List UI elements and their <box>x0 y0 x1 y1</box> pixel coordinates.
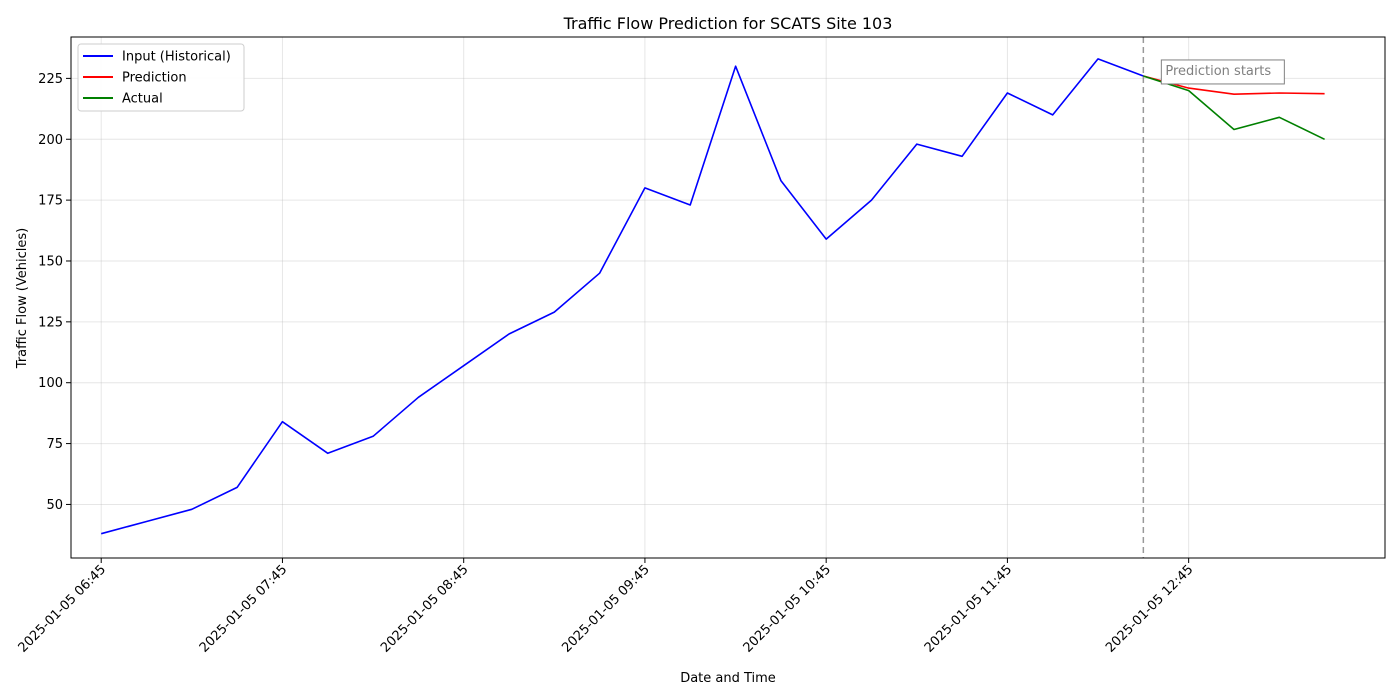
legend: Input (Historical) Prediction Actual <box>77 43 245 112</box>
annotation-text: Prediction starts <box>1165 64 1271 79</box>
plot-frame <box>70 36 1386 559</box>
y-tick-label: 150 <box>38 254 63 269</box>
legend-label: Prediction <box>122 71 187 86</box>
x-axis-label: Date and Time <box>680 671 776 686</box>
series-line-input-historical <box>100 58 1144 535</box>
y-tick-label: 200 <box>38 133 63 148</box>
y-tick-label: 50 <box>46 498 63 513</box>
legend-box <box>77 43 245 112</box>
prediction-annotation: Prediction starts <box>1160 59 1285 85</box>
y-tick-label: 225 <box>38 72 63 87</box>
legend-label: Input (Historical) <box>122 50 231 65</box>
y-axis-label: Traffic Flow (Vehicles) <box>15 228 30 369</box>
chart-title: Traffic Flow Prediction for SCATS Site 1… <box>563 14 893 33</box>
y-axis-ticks: 50 75 100 125 150 175 200 225 <box>38 72 71 513</box>
y-tick-label: 75 <box>46 437 63 452</box>
grid <box>71 37 1385 558</box>
series-line-actual <box>1143 75 1325 141</box>
y-tick-label: 175 <box>38 194 63 209</box>
y-tick-label: 100 <box>38 376 63 391</box>
legend-label: Actual <box>122 92 163 107</box>
annotation-box <box>1160 59 1285 85</box>
y-tick-label: 125 <box>38 315 63 330</box>
